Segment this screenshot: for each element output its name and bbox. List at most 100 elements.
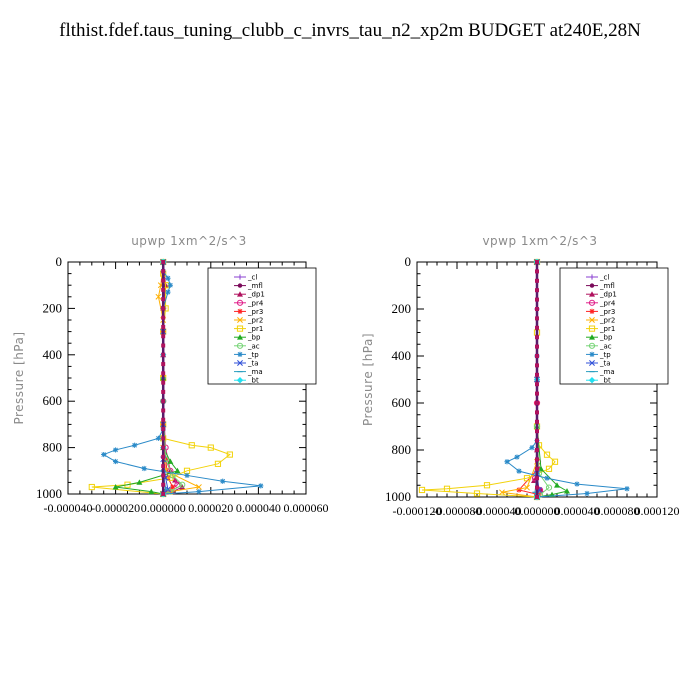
legend-label: _bt <box>599 377 611 385</box>
series-tp <box>101 259 264 497</box>
data-point <box>529 445 535 451</box>
x-tick-label: -0.000040 <box>473 504 522 518</box>
zero-line-marker <box>161 427 166 432</box>
zero-line-marker <box>535 485 539 490</box>
data-point <box>167 458 174 464</box>
y-tick-label: 800 <box>43 440 63 455</box>
legend-item-ma: _ma <box>234 368 263 376</box>
zero-line-marker <box>161 362 166 367</box>
data-point <box>214 460 222 467</box>
zero-line-marker <box>161 473 166 478</box>
zero-line-marker <box>161 260 166 264</box>
legend-item-ma: _ma <box>586 368 615 376</box>
data-point <box>167 282 173 288</box>
legend-label: _ta <box>247 360 259 368</box>
legend: _cl_mfl_dp1_pr4_pr3_pr2_pr1_bp_ac_tp_ta_… <box>559 267 669 385</box>
data-point <box>544 475 550 481</box>
zero-line-marker <box>535 316 539 321</box>
data-point <box>418 486 426 494</box>
data-point <box>538 465 544 472</box>
legend-label: _pr2 <box>247 317 263 325</box>
page-title: flthist.fdef.taus_tuning_clubb_c_invrs_t… <box>59 20 641 41</box>
data-point <box>113 447 119 453</box>
x-tick-label: -0.000080 <box>433 504 482 518</box>
zero-line-marker <box>161 436 166 441</box>
zero-line-marker <box>535 382 539 387</box>
legend-item-mfl: _mfl <box>586 282 615 290</box>
legend-marker <box>588 325 596 332</box>
data-point <box>473 490 481 497</box>
y-tick-label: 600 <box>392 395 412 410</box>
legend-item-pr2: _pr2 <box>234 317 263 325</box>
x-tick-label: -0.000120 <box>393 504 442 518</box>
legend-label: _pr3 <box>247 308 263 316</box>
zero-line-marker <box>535 419 539 424</box>
data-point <box>483 482 491 489</box>
x-tick-label: 0.000040 <box>236 501 281 515</box>
data-point <box>196 489 202 495</box>
x-tick-label: 0.000060 <box>284 501 329 515</box>
x-tick-label: 0.000120 <box>635 504 680 518</box>
x-tick-label: -0.000020 <box>91 501 140 515</box>
y-tick-label: 200 <box>43 300 63 315</box>
zero-line-marker <box>161 454 166 459</box>
legend-label: _dp1 <box>599 291 617 299</box>
legend-item-bp: _bp <box>586 334 613 342</box>
data-point <box>554 482 560 488</box>
zero-line-marker <box>161 343 166 348</box>
legend-label: _cl <box>599 274 609 282</box>
legend-marker <box>237 291 243 297</box>
data-point <box>499 489 505 496</box>
chart-panel-2: vpwp 1xm^2/s^3 Pressure [hPa] 0 200 400 600 80… <box>361 234 680 518</box>
y-tick-label: 800 <box>392 442 412 457</box>
legend-item-cl: _cl <box>586 274 609 282</box>
legend-marker <box>589 291 595 297</box>
zero-line-marker <box>161 334 166 339</box>
zero-line-marker <box>161 482 166 487</box>
data-point <box>148 488 155 495</box>
panel-title: vpwp 1xm^2/s^3 <box>482 234 597 248</box>
y-tick-label: 1000 <box>385 489 411 504</box>
legend-item-pr4: _pr4 <box>234 299 264 307</box>
panel-title: upwp 1xm^2/s^3 <box>131 234 247 248</box>
zero-line-marker <box>535 401 539 405</box>
data-point <box>226 451 233 458</box>
legend-label: _mfl <box>599 282 615 290</box>
data-point <box>155 435 162 441</box>
legend-item-bt: _bt <box>586 377 611 385</box>
data-point <box>516 468 522 474</box>
data-point <box>207 444 214 451</box>
data-point <box>624 486 630 492</box>
data-point <box>136 479 143 485</box>
zero-line-marker <box>535 307 539 311</box>
legend-marker <box>237 334 243 340</box>
data-point <box>174 467 181 474</box>
zero-line-marker <box>535 278 539 283</box>
zero-line-marker <box>161 492 166 496</box>
legend-label: _pr1 <box>247 325 263 333</box>
data-point <box>545 484 553 491</box>
data-point <box>551 458 559 465</box>
data-point <box>584 490 590 497</box>
data-point <box>113 458 119 465</box>
legend-box <box>559 267 669 385</box>
y-tick-label: 600 <box>43 393 63 408</box>
legend-label: _ac <box>599 342 612 350</box>
legend-label: _pr1 <box>599 325 615 333</box>
legend-marker <box>589 274 595 280</box>
data-point <box>516 487 522 493</box>
legend-item-pr1: _pr1 <box>234 325 263 333</box>
data-point <box>258 483 264 489</box>
legend-box <box>207 267 317 385</box>
legend-label: _dp1 <box>247 291 265 299</box>
x-tick-label: 0.000000 <box>141 501 186 515</box>
series-bp <box>112 259 181 497</box>
zero-line-marker <box>535 344 539 349</box>
legend-marker <box>588 377 596 384</box>
y-tick-label: 0 <box>405 254 412 269</box>
legend: _cl_mfl_dp1_pr4_pr3_pr2_pr1_bp_ac_tp_ta_… <box>207 267 317 385</box>
zero-line-marker <box>161 306 166 311</box>
data-point <box>170 484 176 490</box>
data-point <box>165 289 171 295</box>
legend-marker <box>588 299 596 306</box>
